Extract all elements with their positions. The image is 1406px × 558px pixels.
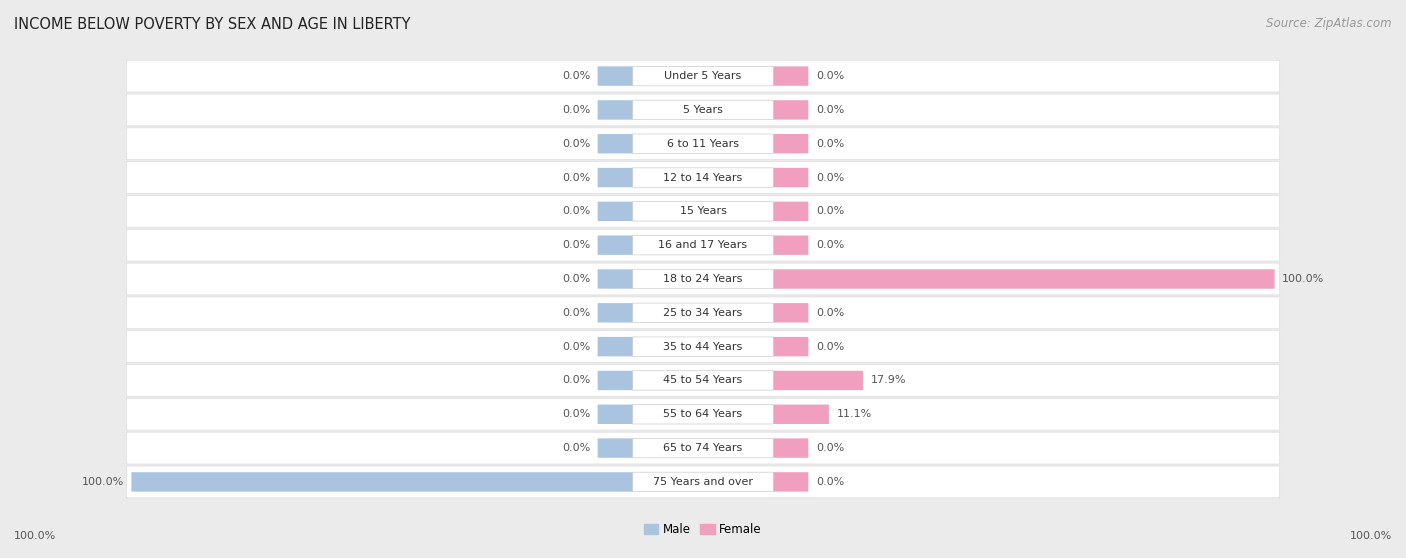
Text: 0.0%: 0.0% [562, 172, 591, 182]
FancyBboxPatch shape [773, 472, 808, 492]
FancyBboxPatch shape [773, 270, 1275, 288]
FancyBboxPatch shape [773, 439, 808, 458]
FancyBboxPatch shape [127, 364, 1279, 396]
FancyBboxPatch shape [127, 195, 1279, 227]
FancyBboxPatch shape [127, 466, 1279, 498]
Text: 0.0%: 0.0% [562, 409, 591, 419]
FancyBboxPatch shape [633, 100, 773, 119]
FancyBboxPatch shape [131, 472, 633, 492]
FancyBboxPatch shape [598, 100, 633, 119]
Text: 0.0%: 0.0% [815, 477, 844, 487]
FancyBboxPatch shape [773, 134, 808, 153]
Text: 11.1%: 11.1% [837, 409, 872, 419]
Text: 45 to 54 Years: 45 to 54 Years [664, 376, 742, 386]
Text: 0.0%: 0.0% [562, 206, 591, 217]
FancyBboxPatch shape [127, 398, 1279, 430]
FancyBboxPatch shape [598, 134, 633, 153]
FancyBboxPatch shape [773, 303, 808, 323]
FancyBboxPatch shape [773, 405, 830, 424]
Text: 0.0%: 0.0% [562, 274, 591, 284]
FancyBboxPatch shape [127, 331, 1279, 363]
FancyBboxPatch shape [773, 371, 863, 390]
Text: 16 and 17 Years: 16 and 17 Years [658, 240, 748, 250]
Text: 100.0%: 100.0% [1350, 531, 1392, 541]
Text: 35 to 44 Years: 35 to 44 Years [664, 341, 742, 352]
FancyBboxPatch shape [598, 270, 633, 288]
Text: 55 to 64 Years: 55 to 64 Years [664, 409, 742, 419]
FancyBboxPatch shape [127, 94, 1279, 126]
FancyBboxPatch shape [633, 371, 773, 390]
Text: 18 to 24 Years: 18 to 24 Years [664, 274, 742, 284]
FancyBboxPatch shape [773, 337, 808, 357]
FancyBboxPatch shape [773, 235, 808, 255]
Text: INCOME BELOW POVERTY BY SEX AND AGE IN LIBERTY: INCOME BELOW POVERTY BY SEX AND AGE IN L… [14, 17, 411, 32]
Text: Source: ZipAtlas.com: Source: ZipAtlas.com [1267, 17, 1392, 30]
FancyBboxPatch shape [598, 168, 633, 187]
Text: 25 to 34 Years: 25 to 34 Years [664, 308, 742, 318]
FancyBboxPatch shape [598, 405, 633, 424]
FancyBboxPatch shape [598, 439, 633, 458]
FancyBboxPatch shape [633, 337, 773, 357]
FancyBboxPatch shape [633, 235, 773, 255]
Text: 0.0%: 0.0% [815, 240, 844, 250]
FancyBboxPatch shape [127, 162, 1279, 194]
Text: 75 Years and over: 75 Years and over [652, 477, 754, 487]
FancyBboxPatch shape [598, 371, 633, 390]
Text: 12 to 14 Years: 12 to 14 Years [664, 172, 742, 182]
Text: 17.9%: 17.9% [870, 376, 905, 386]
Text: 0.0%: 0.0% [562, 443, 591, 453]
Text: 100.0%: 100.0% [14, 531, 56, 541]
Text: 6 to 11 Years: 6 to 11 Years [666, 139, 740, 149]
Text: 0.0%: 0.0% [815, 172, 844, 182]
FancyBboxPatch shape [127, 432, 1279, 464]
FancyBboxPatch shape [127, 229, 1279, 261]
Text: 0.0%: 0.0% [815, 341, 844, 352]
Text: 0.0%: 0.0% [562, 341, 591, 352]
FancyBboxPatch shape [598, 201, 633, 221]
Text: 15 Years: 15 Years [679, 206, 727, 217]
Text: 0.0%: 0.0% [562, 376, 591, 386]
FancyBboxPatch shape [598, 235, 633, 255]
FancyBboxPatch shape [633, 439, 773, 458]
FancyBboxPatch shape [633, 168, 773, 187]
FancyBboxPatch shape [598, 337, 633, 357]
FancyBboxPatch shape [773, 66, 808, 86]
FancyBboxPatch shape [773, 100, 808, 119]
Text: 0.0%: 0.0% [815, 105, 844, 115]
Text: 0.0%: 0.0% [562, 71, 591, 81]
FancyBboxPatch shape [773, 201, 808, 221]
Text: 0.0%: 0.0% [815, 206, 844, 217]
Text: 0.0%: 0.0% [562, 308, 591, 318]
Text: 0.0%: 0.0% [562, 105, 591, 115]
FancyBboxPatch shape [127, 263, 1279, 295]
FancyBboxPatch shape [598, 303, 633, 323]
FancyBboxPatch shape [633, 405, 773, 424]
FancyBboxPatch shape [633, 303, 773, 323]
FancyBboxPatch shape [127, 297, 1279, 329]
FancyBboxPatch shape [633, 472, 773, 492]
Text: 0.0%: 0.0% [815, 308, 844, 318]
FancyBboxPatch shape [127, 60, 1279, 92]
Text: 100.0%: 100.0% [82, 477, 124, 487]
FancyBboxPatch shape [633, 66, 773, 86]
FancyBboxPatch shape [633, 201, 773, 221]
Text: 0.0%: 0.0% [815, 71, 844, 81]
Text: Under 5 Years: Under 5 Years [665, 71, 741, 81]
Text: 65 to 74 Years: 65 to 74 Years [664, 443, 742, 453]
Text: 0.0%: 0.0% [815, 139, 844, 149]
FancyBboxPatch shape [633, 270, 773, 288]
Text: 0.0%: 0.0% [562, 240, 591, 250]
FancyBboxPatch shape [773, 168, 808, 187]
FancyBboxPatch shape [127, 128, 1279, 160]
Legend: Male, Female: Male, Female [640, 518, 766, 541]
Text: 5 Years: 5 Years [683, 105, 723, 115]
FancyBboxPatch shape [598, 66, 633, 86]
Text: 100.0%: 100.0% [1282, 274, 1324, 284]
Text: 0.0%: 0.0% [815, 443, 844, 453]
FancyBboxPatch shape [633, 134, 773, 153]
Text: 0.0%: 0.0% [562, 139, 591, 149]
